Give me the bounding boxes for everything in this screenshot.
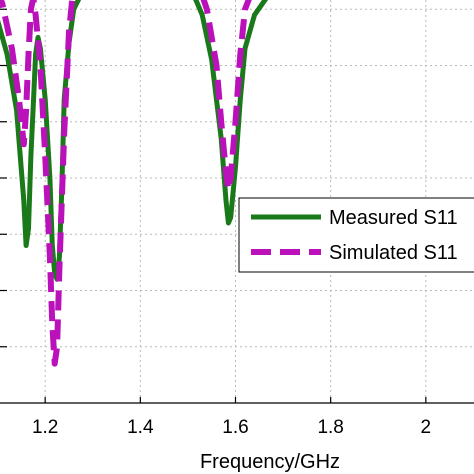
x-tick-label: 2 xyxy=(421,417,432,438)
x-tick-label: 1.6 xyxy=(222,417,248,438)
legend-box xyxy=(238,197,474,273)
x-tick-label: 1.2 xyxy=(32,417,58,438)
legend-label: Simulated S11 xyxy=(329,242,458,264)
x-tick-label: 1.8 xyxy=(317,417,343,438)
x-axis-label: Frequency/GHz xyxy=(200,451,340,473)
legend: Measured S11 Simulated S11 xyxy=(238,197,474,273)
series-line-simulated xyxy=(0,0,252,367)
axes xyxy=(0,8,474,404)
x-tick-label: 1.4 xyxy=(127,417,154,438)
series-line-measured xyxy=(0,0,269,282)
legend-label: Measured S11 xyxy=(329,207,458,229)
series-layer xyxy=(0,0,269,367)
x-tick-labels: 1.21.41.61.822.2 xyxy=(32,417,432,438)
